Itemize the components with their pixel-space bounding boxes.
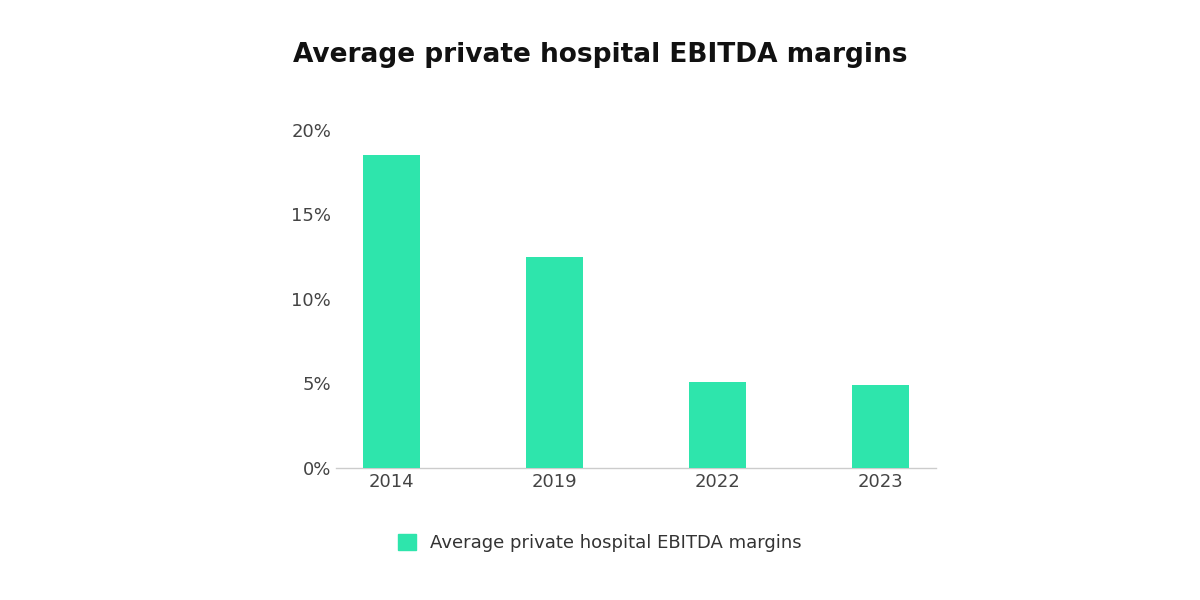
- Legend: Average private hospital EBITDA margins: Average private hospital EBITDA margins: [389, 524, 811, 561]
- Bar: [364, 155, 420, 468]
- Bar: [852, 385, 908, 468]
- Text: Average private hospital EBITDA margins: Average private hospital EBITDA margins: [293, 42, 907, 68]
- Bar: [526, 257, 583, 468]
- Bar: [689, 382, 746, 468]
